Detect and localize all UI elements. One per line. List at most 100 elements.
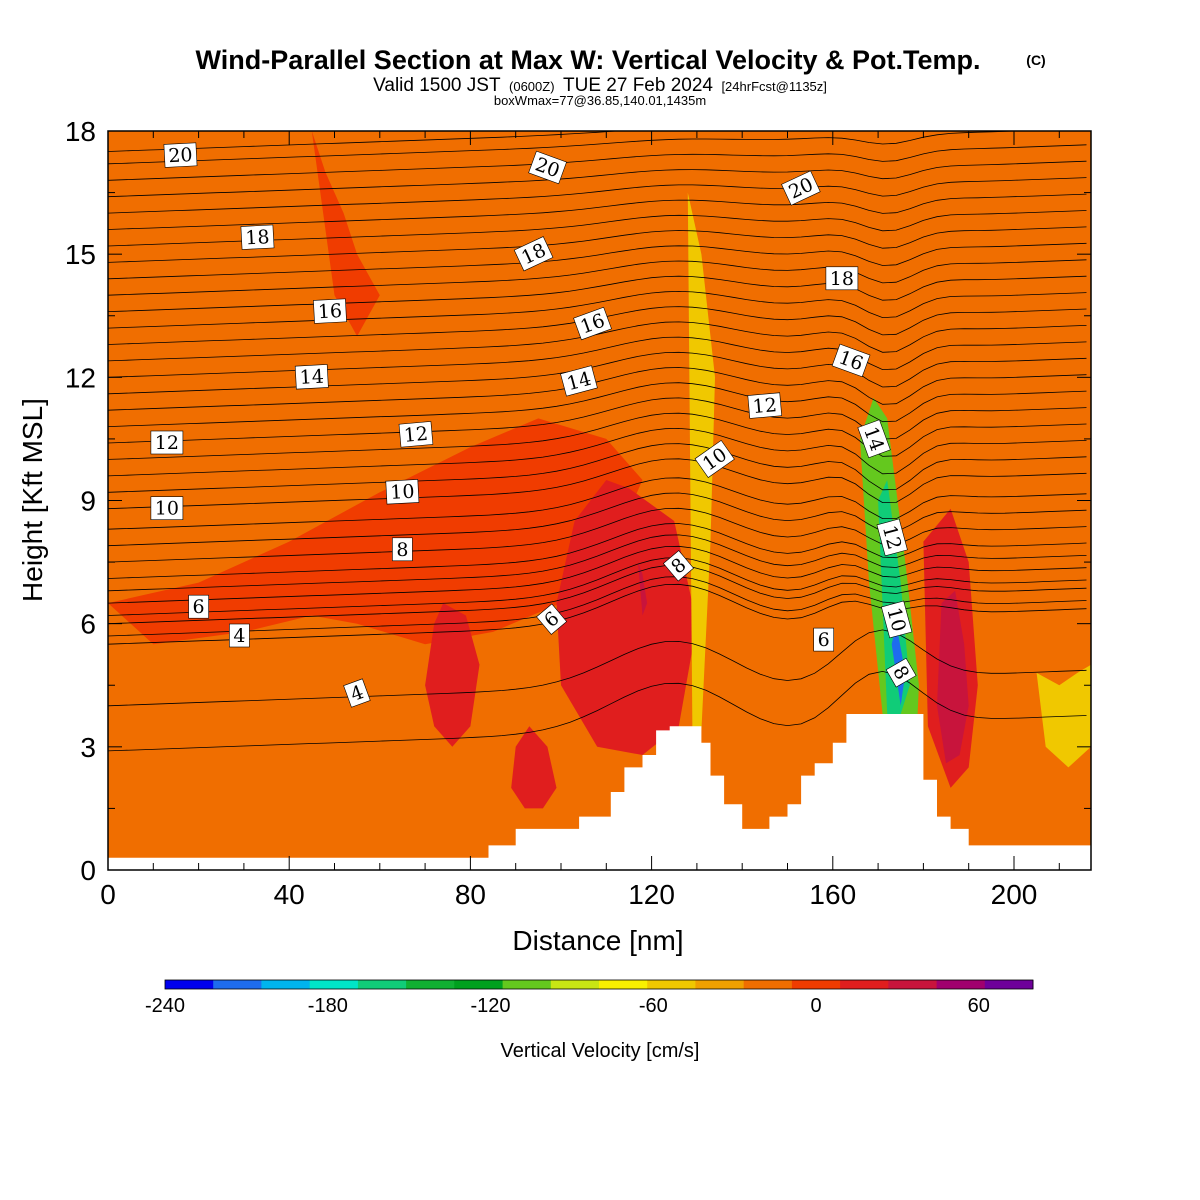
contour-label-text: 4 [233, 625, 245, 647]
colorbar-swatch [743, 980, 793, 989]
isentrope-30 [108, 177, 1087, 214]
isentrope-13 [108, 443, 1087, 493]
contour-label-box [385, 479, 420, 505]
contour-label-box [536, 603, 568, 635]
plot-area [108, 131, 1091, 870]
isentrope-10 [108, 492, 1087, 547]
y-tick-label: 9 [80, 486, 96, 517]
isentrope-4 [108, 564, 1087, 625]
velocity-region-6 [638, 562, 648, 616]
contour-label-text: 6 [818, 629, 830, 651]
velocity-shading [108, 131, 1091, 809]
valid-time-label: Valid 1500 JST [373, 75, 501, 96]
colorbar-label: -60 [639, 995, 668, 1017]
contour-label-box [881, 600, 913, 639]
contour-label-box [163, 142, 198, 168]
colorbar-swatch [406, 980, 455, 989]
x-tick-label: 120 [628, 879, 675, 910]
colorbar-label: -240 [145, 995, 185, 1017]
colorbar-title: Vertical Velocity [cm/s] [501, 1040, 700, 1062]
chart-subtitle: Valid 1500 JST (0600Z) TUE 27 Feb 2024 [… [373, 75, 827, 96]
contour-label-text: 6 [193, 596, 205, 618]
contour-label-box [747, 392, 783, 419]
x-tick-label: 40 [274, 879, 305, 910]
isentrope-31 [108, 160, 1087, 198]
colorbar-swatch [984, 980, 1034, 989]
contour-label-box [573, 306, 612, 341]
contour-label-text: 12 [403, 423, 429, 447]
contour-label-12: 12 [876, 518, 908, 557]
contour-label-box [150, 430, 184, 455]
isentrope-23 [108, 290, 1087, 329]
y-tick-label: 6 [80, 609, 96, 640]
isentrope-15 [108, 412, 1087, 460]
valid-date-label: TUE 27 Feb 2024 [563, 75, 713, 96]
colorbar-swatch [550, 980, 600, 989]
colorbar-swatch [936, 980, 986, 989]
y-axis-title: Height [Kft MSL] [17, 398, 48, 602]
contour-label-box [825, 266, 859, 291]
isentrope-14 [108, 427, 1087, 477]
isentrope-34 [108, 131, 891, 152]
velocity-region-2 [311, 131, 380, 337]
axis-ticks: 0 40 80 120 160 200 0 3 6 9 12 15 18 [65, 116, 1091, 910]
contour-label-text: 12 [752, 394, 778, 418]
contour-label-box [781, 170, 821, 206]
x-tick-label: 160 [809, 879, 856, 910]
contour-label-16: 16 [313, 298, 347, 324]
contour-label-20: 20 [528, 150, 567, 185]
velocity-region-5 [511, 726, 557, 809]
contour-label-10: 10 [150, 496, 184, 521]
contour-label-14: 14 [857, 419, 891, 459]
isentrope-24 [108, 275, 1087, 312]
isentrope-11 [108, 477, 1087, 530]
contour-label-text: 12 [155, 432, 179, 454]
contour-label-box [150, 496, 184, 521]
isentrope-25 [108, 259, 1087, 296]
y-tick-label: 15 [65, 239, 96, 270]
colorbar-swatch [599, 980, 648, 989]
terrain [108, 714, 1091, 870]
contour-label-20: 20 [163, 142, 198, 168]
contour-label-box [876, 518, 908, 557]
colorbar-swatch [695, 980, 745, 989]
contour-label-20: 20 [781, 170, 821, 206]
contour-label-8: 8 [392, 537, 413, 562]
contour-label-12: 12 [150, 430, 184, 455]
y-tick-label: 3 [80, 732, 96, 763]
x-tick-label: 200 [991, 879, 1038, 910]
contour-label-14: 14 [294, 364, 329, 390]
isentrope-16 [108, 397, 1087, 444]
contour-label-10: 10 [385, 479, 420, 505]
contour-label-box [313, 298, 347, 324]
y-tick-label: 18 [65, 116, 96, 147]
isentrope-19 [108, 351, 1087, 395]
isentrope-27 [108, 226, 1087, 263]
colorbar-label: -120 [470, 995, 510, 1017]
box-max-label: boxWmax=77@36.85,140.01,1435m [494, 93, 706, 108]
copyright-mark: (C) [1026, 52, 1045, 68]
contour-label-text: 16 [317, 300, 342, 323]
chart-title: Wind-Parallel Section at Max W: Vertical… [196, 45, 981, 75]
valid-utc-label: (0600Z) [509, 79, 555, 94]
contour-label-8: 8 [663, 550, 694, 582]
isentrope-9 [108, 507, 1087, 563]
contour-label-box [663, 550, 694, 582]
contour-label-text: 8 [396, 539, 408, 561]
contour-label-text: 18 [245, 226, 270, 249]
x-tick-label: 80 [455, 879, 486, 910]
colorbar-swatch [261, 980, 311, 989]
isentrope-8 [108, 523, 1087, 579]
contour-label-18: 18 [240, 224, 275, 250]
contour-label-box [343, 678, 371, 708]
velocity-region-4 [425, 603, 480, 747]
contour-label-8: 8 [885, 657, 917, 688]
isentrope-2 [108, 583, 1087, 645]
contour-label-text: 14 [299, 366, 324, 389]
isentrope-5 [108, 557, 1087, 616]
velocity-region-3 [556, 480, 697, 755]
y-tick-label: 0 [80, 855, 96, 886]
contour-label-12: 12 [398, 421, 434, 448]
